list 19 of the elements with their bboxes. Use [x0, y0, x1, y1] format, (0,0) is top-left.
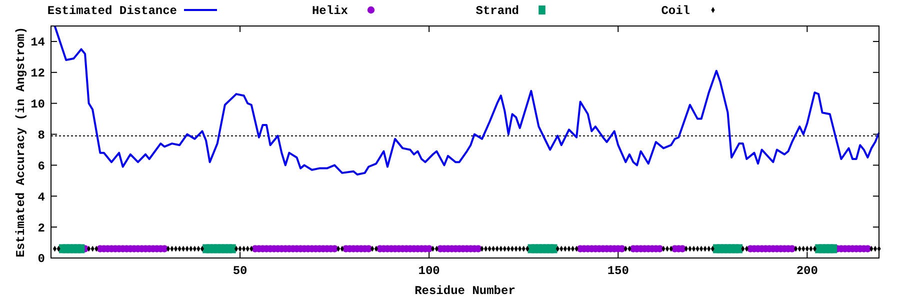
y-tick-label: 10 — [30, 98, 45, 112]
y-tick-label: 8 — [38, 128, 45, 142]
y-axis-title: Estimated Accuracy (in Angstrom) — [14, 26, 28, 258]
legend-label: Strand — [476, 4, 519, 18]
y-tick-label: 4 — [38, 190, 45, 204]
x-tick-label: 200 — [796, 264, 818, 278]
x-axis-title: Residue Number — [414, 284, 516, 298]
x-tick-label: 50 — [232, 264, 248, 278]
x-tick-label: 150 — [607, 264, 629, 278]
y-tick-label: 6 — [38, 159, 45, 174]
legend-label: Estimated Distance — [47, 4, 177, 18]
y-tick-label: 2 — [38, 221, 45, 236]
legend-label: Helix — [312, 4, 348, 18]
line-series — [54, 25, 880, 176]
x-tick-label: 100 — [418, 264, 440, 278]
y-tick-label: 14 — [30, 36, 45, 50]
legend-label: Coil — [661, 4, 690, 18]
y-tick-label: 12 — [30, 66, 45, 81]
y-tick-label: 0 — [38, 252, 45, 266]
